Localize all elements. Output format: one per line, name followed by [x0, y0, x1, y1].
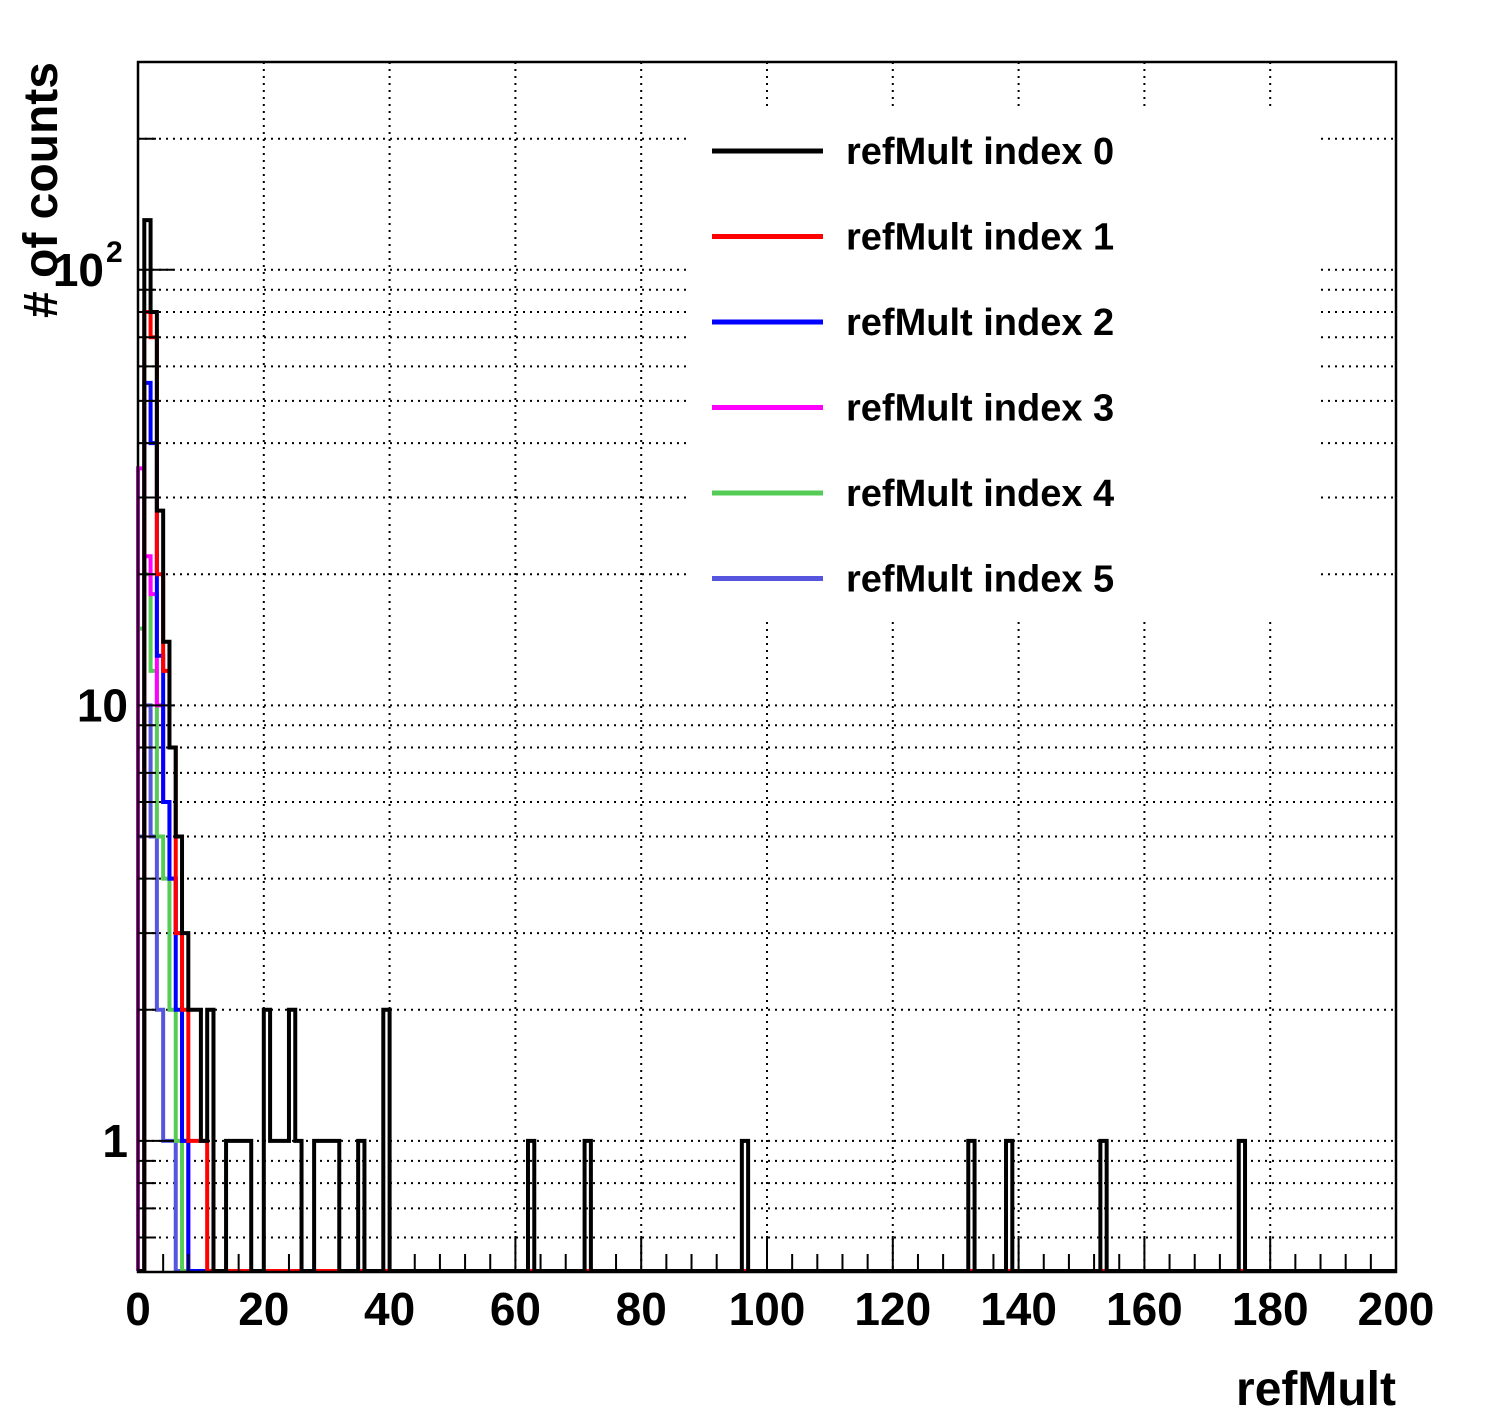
- y-tick-label: 1: [102, 1115, 128, 1167]
- y-tick-label: 10: [77, 679, 128, 731]
- legend: refMult index 0 refMult index 1 refMult in…: [690, 108, 1320, 620]
- x-tick-label: 80: [616, 1283, 667, 1335]
- y-tick-label: 10: [53, 244, 104, 296]
- legend-label: refMult index 4: [846, 473, 1114, 515]
- legend-label: refMult index 0: [846, 131, 1114, 173]
- y-axis-title: # of counts: [15, 62, 68, 318]
- x-tick-label: 60: [490, 1283, 541, 1335]
- x-tick-label: 0: [125, 1283, 151, 1335]
- x-tick-label: 120: [854, 1283, 931, 1335]
- x-tick-label: 40: [364, 1283, 415, 1335]
- x-tick-label: 200: [1358, 1283, 1435, 1335]
- x-tick-label: 100: [729, 1283, 806, 1335]
- x-tick-label: 180: [1232, 1283, 1309, 1335]
- y-tick-exponent: 2: [106, 236, 123, 269]
- histogram-line: [138, 380, 1396, 1273]
- legend-label: refMult index 1: [846, 217, 1114, 259]
- legend-label: refMult index 2: [846, 302, 1114, 344]
- x-tick-label: 20: [238, 1283, 289, 1335]
- x-axis-title: refMult: [1236, 1363, 1396, 1416]
- legend-background: [690, 108, 1320, 620]
- x-tick-label: 160: [1106, 1283, 1183, 1335]
- x-tick-label: 140: [980, 1283, 1057, 1335]
- legend-label: refMult index 5: [846, 559, 1114, 601]
- legend-label: refMult index 3: [846, 388, 1114, 430]
